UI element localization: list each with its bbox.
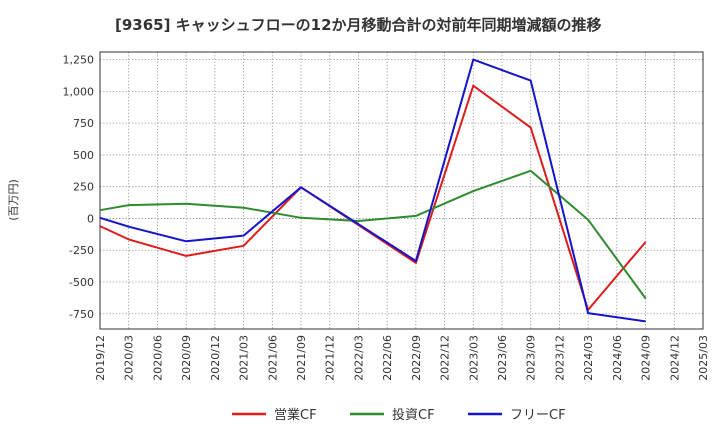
chart-title: [9365] キャッシュフローの12か月移動合計の対前年同期増減額の推移 xyxy=(115,16,602,34)
y-tick-label: 1,250 xyxy=(63,54,95,67)
y-tick-labels: 1,250 1,000 750 500 250 0 -250 -500 -750 xyxy=(63,54,95,321)
x-tick-label: 2023/09 xyxy=(525,335,538,381)
x-tick-label: 2024/03 xyxy=(582,335,595,381)
x-tick-label: 2023/06 xyxy=(496,335,509,381)
grid xyxy=(99,52,704,329)
x-tick-label: 2019/12 xyxy=(94,335,107,381)
y-tick-label: -500 xyxy=(69,276,94,289)
x-tick-label: 2020/06 xyxy=(151,335,164,381)
x-tick-label: 2023/12 xyxy=(553,335,566,381)
x-tick-label: 2020/12 xyxy=(209,335,222,381)
x-tick-label: 2020/03 xyxy=(123,335,136,381)
y-tick-label: 0 xyxy=(87,212,94,225)
x-tick-labels: 2019/12 2020/03 2020/06 2020/09 2020/12 2021/… xyxy=(94,335,710,381)
legend: 営業CF 投資CF フリーCF xyxy=(232,407,566,423)
y-tick-label: 750 xyxy=(73,117,94,130)
series-line xyxy=(99,169,647,300)
x-tick-label: 2025/03 xyxy=(697,335,710,381)
series-line xyxy=(99,58,646,323)
legend-label: フリーCF xyxy=(510,408,566,423)
y-tick-label: -750 xyxy=(69,308,94,321)
legend-label: 営業CF xyxy=(274,407,317,423)
x-tick-label: 2024/06 xyxy=(611,335,624,381)
series-lines xyxy=(99,58,647,323)
x-tick-label: 2024/09 xyxy=(640,335,653,381)
x-tick-label: 2024/12 xyxy=(668,335,681,381)
x-tick-label: 2022/09 xyxy=(410,335,423,381)
x-tick-label: 2023/03 xyxy=(467,335,480,381)
x-tick-label: 2021/03 xyxy=(238,335,251,381)
x-tick-label: 2022/12 xyxy=(439,335,452,381)
x-tick-label: 2022/03 xyxy=(352,335,365,381)
legend-label: 投資CF xyxy=(392,407,435,423)
x-tick-label: 2021/12 xyxy=(324,335,337,381)
y-axis-label: (百万円) xyxy=(7,179,20,221)
x-tick-label: 2021/06 xyxy=(266,335,279,381)
x-tick-label: 2022/06 xyxy=(381,335,394,381)
y-tick-label: 500 xyxy=(73,149,94,162)
y-tick-label: -250 xyxy=(69,244,94,257)
x-tick-label: 2020/09 xyxy=(180,335,193,381)
y-tick-label: 250 xyxy=(73,181,94,194)
plot-frame xyxy=(99,51,704,330)
x-tick-label: 2021/09 xyxy=(295,335,308,381)
y-tick-label: 1,000 xyxy=(63,85,95,98)
